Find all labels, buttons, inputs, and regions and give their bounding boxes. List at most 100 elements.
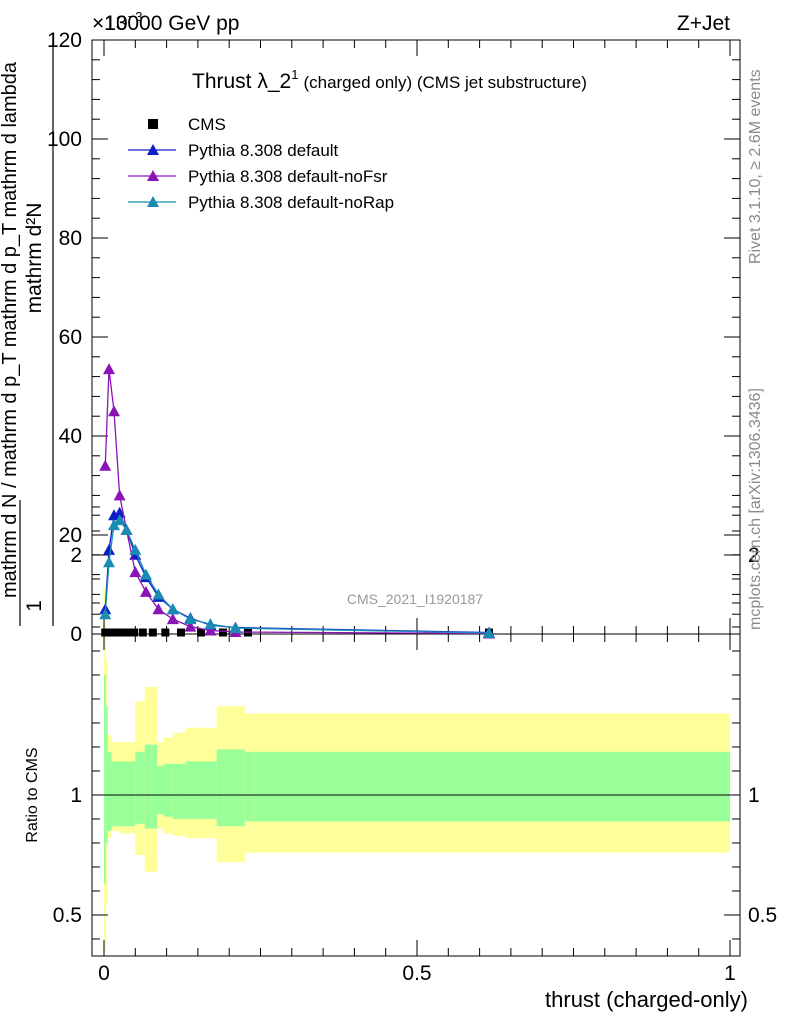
series-point (129, 566, 142, 578)
ratio-band-inner (163, 763, 173, 817)
ratio-band-inner (150, 744, 158, 829)
ratio-band-inner (244, 751, 255, 822)
main-y-axis-label: mathrm d²N 1 mathrm d N / mathrm d p_T m… (0, 40, 54, 626)
series-point (204, 624, 217, 636)
series-point (113, 506, 126, 518)
ratio-y-tick-label: 0.5 (53, 904, 82, 927)
ratio-bands (104, 586, 731, 951)
legend-entry-label: Pythia 8.308 default-noFsr (188, 167, 388, 186)
ratio-y-tick-label: 1 (70, 784, 82, 807)
main-y-tick-label: 80 (59, 227, 82, 250)
legend-entry-label: Pythia 8.308 default-noRap (188, 193, 394, 212)
series-point (129, 543, 142, 555)
cms-point (130, 628, 139, 637)
cms-point (176, 628, 185, 637)
main-y-tick-label: 100 (47, 128, 82, 151)
legend-marker-cms (148, 119, 158, 129)
ratio-band-inner (111, 761, 120, 827)
series-point (482, 627, 495, 639)
series-point (204, 618, 217, 630)
series-point (99, 459, 112, 471)
series-point (108, 405, 121, 417)
series-point (103, 556, 116, 568)
cms-point (108, 628, 117, 637)
series-point (166, 603, 179, 615)
legend-entry-label: Pythia 8.308 default (188, 141, 339, 160)
series-line (104, 511, 490, 634)
y-label-denominator: mathrm d N / mathrm d p_T mathrm d p_T m… (0, 61, 21, 598)
plot-title: Thrust λ_21 (charged only) (CMS jet subst… (192, 67, 587, 93)
main-y-tick-label: 120 (47, 29, 82, 52)
ratio-band-inner (119, 761, 136, 827)
series-point (184, 620, 197, 632)
rivet-label: Rivet 3.1.10, ≥ 2.6M events (747, 69, 764, 264)
ratio-band-inner (172, 763, 186, 819)
series-layer (99, 363, 495, 639)
y-multiplier-label: ×10−3 (92, 9, 142, 35)
cms-point (123, 628, 132, 637)
legend-marker (147, 196, 159, 207)
series-point (99, 608, 112, 620)
legend-entry-label: CMS (188, 115, 226, 134)
legend: CMS Pythia 8.308 default Pythia 8.308 defa… (128, 115, 394, 212)
ratio-band-inner (105, 706, 108, 843)
ratio-y-tick-label-right: 1 (748, 784, 760, 807)
ratio-band-inner (107, 751, 112, 831)
ratio-band-inner (157, 766, 164, 815)
main-y-tick-label: 0 (70, 623, 82, 646)
ratio-band-inner (222, 749, 245, 827)
cms-point (197, 628, 206, 637)
ratio-band-inner (135, 751, 145, 824)
main-y-tick-label: 40 (59, 425, 82, 448)
ratio-y-tick-label-right: 2 (748, 544, 760, 567)
series-point (139, 568, 152, 580)
analysis-watermark: CMS_2021_I1920187 (347, 591, 483, 607)
cms-point (218, 628, 227, 637)
series-point (139, 585, 152, 597)
series-2 (99, 363, 495, 639)
ratio-band-inner (185, 761, 198, 819)
x-tick-label: 1 (724, 962, 736, 985)
series-point (120, 524, 133, 536)
series-point (103, 363, 116, 375)
ratio-band-inner (104, 675, 106, 884)
ratio-band-inner (254, 751, 731, 822)
series-point (113, 514, 126, 526)
legend-marker (147, 170, 159, 181)
series-point (103, 543, 116, 555)
energy-label: 13000 GeV pp (104, 12, 239, 35)
ratio-y-tick-label-right: 0.5 (748, 904, 777, 927)
ratio-band-inner (144, 744, 151, 829)
x-axis-label: thrust (charged-only) (545, 987, 748, 1012)
series-1 (99, 506, 495, 638)
series-point (152, 588, 165, 600)
cms-point (148, 628, 157, 637)
series-3 (99, 514, 495, 639)
ratio-y-axis-label: Ratio to CMS (24, 747, 41, 842)
axis-ticks (92, 39, 740, 956)
series-point (184, 613, 197, 625)
x-tick-label: 0.5 (402, 962, 431, 985)
ratio-band-inner (197, 761, 217, 819)
ratio-y-tick-label: 2 (70, 544, 82, 567)
legend-marker (147, 144, 159, 155)
main-y-tick-label: 20 (59, 524, 82, 547)
series-point (166, 613, 179, 625)
main-y-tick-label: 60 (59, 326, 82, 349)
ratio-band-inner (216, 749, 223, 827)
cms-point (112, 628, 121, 637)
y-label-one: 1 (23, 600, 46, 612)
cms-point (117, 628, 126, 637)
series-point (113, 489, 126, 501)
x-tick-label: 0 (98, 962, 110, 985)
y-label-numerator: mathrm d²N (23, 203, 46, 314)
series-point (152, 603, 165, 615)
series-line (104, 519, 490, 634)
axis-tick-labels: 0 20 40 60 80 100 120 0 0.5 1 0.5 0.5 1 1 2 2 (47, 29, 777, 985)
cms-point (161, 628, 170, 637)
series-point (229, 622, 242, 634)
cms-point (138, 628, 147, 637)
process-label: Z+Jet (677, 12, 730, 35)
mcplots-label: mcplots.cern.ch [arXiv:1306.3436] (747, 388, 764, 630)
